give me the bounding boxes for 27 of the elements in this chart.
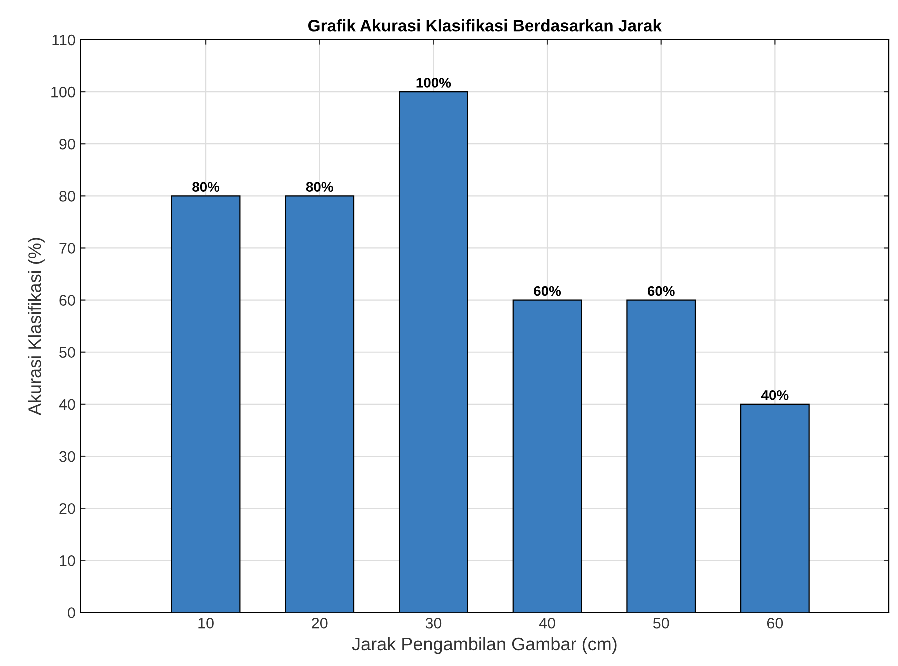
y-tick-label: 110 bbox=[52, 34, 76, 46]
y-tick-label: 10 bbox=[60, 556, 76, 566]
data-label: 60% bbox=[648, 286, 675, 296]
y-tick-label: 30 bbox=[60, 451, 76, 462]
x-axis-title: Jarak Pengambilan Gambar (cm) bbox=[352, 637, 617, 654]
data-label: 60% bbox=[534, 286, 562, 296]
data-label: 80% bbox=[306, 182, 334, 192]
x-tick-label: 20 bbox=[312, 618, 328, 629]
y-tick-label: 20 bbox=[60, 503, 76, 514]
y-tick-label: 70 bbox=[60, 243, 76, 254]
y-tick-label: 60 bbox=[60, 295, 76, 306]
y-tick-label: 50 bbox=[60, 347, 76, 358]
y-tick-label: 40 bbox=[59, 399, 76, 410]
x-tick-label: 40 bbox=[539, 618, 556, 629]
data-label: 80% bbox=[192, 182, 220, 192]
data-label: 40% bbox=[762, 390, 789, 400]
data-label: 100% bbox=[416, 78, 452, 88]
x-tick-label: 60 bbox=[767, 618, 784, 629]
x-tick-label: 10 bbox=[198, 618, 214, 629]
y-tick-label: 80 bbox=[60, 191, 76, 202]
y-axis-title: Akurasi Klasifikasi (%) bbox=[28, 238, 45, 416]
chart-title: Grafik Akurasi Klasifikasi Berdasarkan Jarak bbox=[308, 20, 662, 32]
x-tick-label: 50 bbox=[653, 618, 670, 629]
y-tick-label: 100 bbox=[52, 86, 76, 98]
y-tick-label: 0 bbox=[68, 608, 76, 618]
y-tick-label: 90 bbox=[60, 138, 76, 150]
x-tick-label: 30 bbox=[426, 618, 442, 629]
